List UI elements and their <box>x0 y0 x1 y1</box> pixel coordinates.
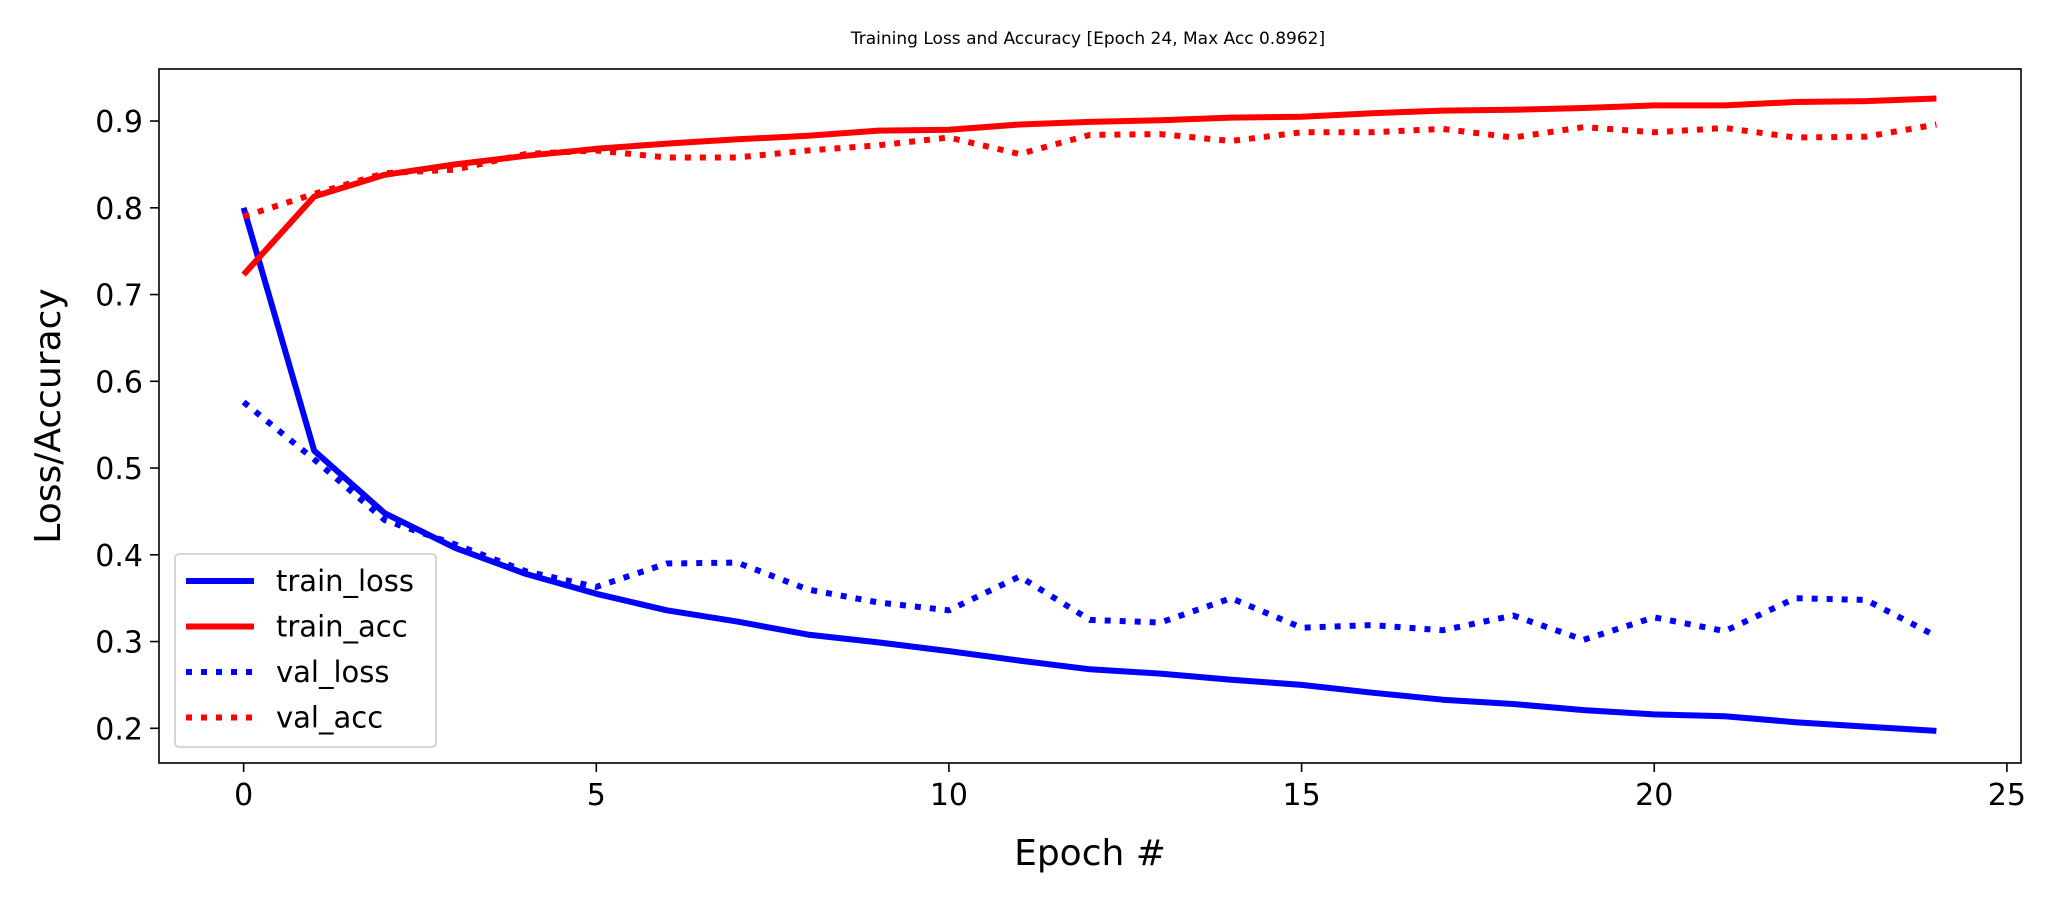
x-tick-label-15: 15 <box>1282 778 1320 813</box>
y-tick-label-0.4: 0.4 <box>95 539 143 574</box>
x-tick-label-0: 0 <box>234 778 253 813</box>
legend-label-val-loss: val_loss <box>276 655 390 689</box>
x-tick-label-25: 25 <box>1988 778 2026 813</box>
series-line-val-loss <box>241 399 1938 643</box>
y-axis-label: Loss/Accuracy <box>28 288 69 543</box>
x-tick-label-20: 20 <box>1635 778 1673 813</box>
legend-label-train-loss: train_loss <box>276 564 414 598</box>
y-tick-label-0.8: 0.8 <box>95 192 143 227</box>
x-tick-label-5: 5 <box>587 778 606 813</box>
series-layer <box>240 95 1938 734</box>
x-axis: 0 5 10 15 20 25 <box>234 763 2026 813</box>
legend: train_loss train_acc val_loss val_acc <box>174 553 437 748</box>
y-tick-label-0.9: 0.9 <box>95 105 143 140</box>
legend-box <box>174 553 437 748</box>
y-tick-label-0.3: 0.3 <box>95 626 143 661</box>
x-axis-label: Epoch # <box>1014 833 1166 874</box>
y-tick-label-0.5: 0.5 <box>95 452 143 487</box>
plot-frame <box>158 68 2022 764</box>
chart-title: Training Loss and Accuracy [Epoch 24, Ma… <box>850 29 1325 49</box>
y-tick-label-0.6: 0.6 <box>95 365 143 400</box>
y-tick-label-0.2: 0.2 <box>95 712 143 747</box>
legend-label-train-acc: train_acc <box>276 610 408 644</box>
legend-label-val-acc: val_acc <box>276 701 383 735</box>
y-axis: 0.2 0.3 0.4 0.5 0.6 0.7 0.8 0.9 <box>95 105 159 747</box>
y-tick-label-0.7: 0.7 <box>95 279 143 314</box>
series-line-val-acc <box>242 121 1937 220</box>
x-tick-label-10: 10 <box>930 778 968 813</box>
